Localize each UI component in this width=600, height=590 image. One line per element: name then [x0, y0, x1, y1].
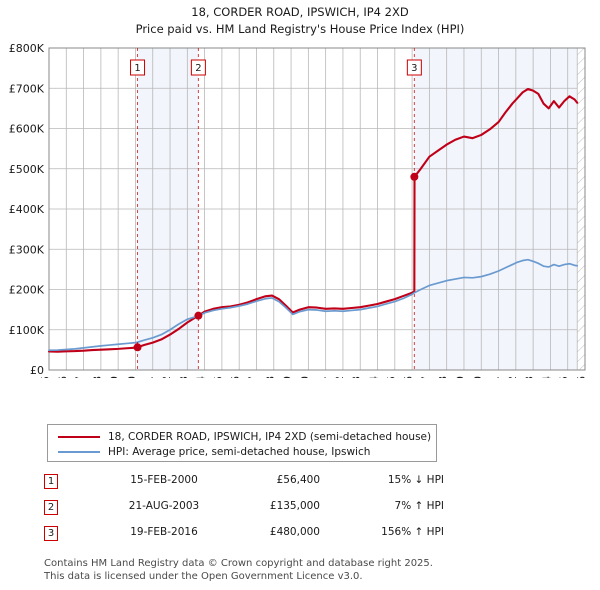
x-axis-tick-label: 2021 — [489, 376, 502, 378]
x-axis-tick-label: 2024 — [540, 376, 553, 378]
series-line-hpi — [48, 258, 579, 352]
transaction-price-1: £56,400 — [276, 474, 320, 486]
event-marker-box — [130, 59, 146, 76]
footer-line-1: Contains HM Land Registry data © Crown c… — [44, 558, 433, 569]
x-axis-tick-label: 2023 — [523, 376, 536, 378]
y-axis-tick-label: £300K — [9, 243, 45, 256]
footer-line-2: This data is licensed under the Open Gov… — [44, 570, 363, 582]
chart-legend: 18, CORDER ROAD, IPSWICH, IP4 2XD (semi-… — [47, 424, 437, 462]
x-axis-tick-label: 2010 — [298, 376, 311, 378]
transactions-table: 1 15-FEB-2000 £56,400 15% ↓ HPI 2 21-AUG… — [44, 472, 464, 550]
x-axis-tick-label: 1996 — [56, 376, 69, 378]
x-axis-tick-label: 2011 — [316, 376, 329, 378]
title-subtitle: Price paid vs. HM Land Registry's House … — [135, 22, 465, 36]
legend-swatch-property — [58, 435, 100, 438]
event-marker-label: 2 — [195, 63, 201, 74]
x-axis-tick-label: 2016 — [402, 376, 415, 378]
y-axis-tick-label: £500K — [9, 163, 45, 176]
transaction-hpi-delta-3: 156% ↑ HPI — [381, 526, 444, 538]
x-axis-tick-label: 2007 — [246, 376, 259, 378]
footer-attribution: Contains HM Land Registry data © Crown c… — [44, 558, 584, 583]
table-row: 3 19-FEB-2016 £480,000 156% ↑ HPI — [44, 524, 464, 550]
transaction-price-3: £480,000 — [269, 526, 320, 538]
x-axis-tick-label: 2025 — [558, 376, 571, 378]
event-marker-dot — [410, 172, 419, 181]
transaction-price-2: £135,000 — [269, 500, 320, 512]
x-axis-tick-label: 2008 — [264, 376, 277, 378]
transaction-badge-2: 2 — [44, 500, 58, 515]
x-axis-tick-label: 2012 — [333, 376, 346, 378]
x-axis-tick-label: 2017 — [419, 376, 432, 378]
transaction-badge-1: 1 — [44, 474, 58, 489]
x-axis-tick-label: 2022 — [506, 376, 519, 378]
page-title: 18, CORDER ROAD, IPSWICH, IP4 2XD Price … — [0, 4, 600, 38]
x-axis-tick-label: 2019 — [454, 376, 467, 378]
transaction-hpi-delta-2: 7% ↑ HPI — [394, 500, 444, 512]
price-history-svg: £0 £100K £200K £300K £400K £500K £600K £700K £80… — [9, 42, 588, 378]
series-line-property — [47, 88, 579, 353]
legend-label-hpi: HPI: Average price, semi-detached house,… — [108, 445, 371, 458]
legend-item-hpi: HPI: Average price, semi-detached house,… — [54, 444, 430, 459]
transaction-hpi-delta-1: 15% ↓ HPI — [387, 474, 444, 486]
x-axis-tick-label: 2003 — [177, 376, 190, 378]
y-axis-tick-label: £800K — [9, 42, 45, 55]
x-axis-tick-label: 2020 — [471, 376, 484, 378]
title-address: 18, CORDER ROAD, IPSWICH, IP4 2XD — [191, 5, 409, 19]
x-axis-tick-label: 2026 — [575, 376, 588, 378]
y-axis-tick-label: £400K — [9, 203, 45, 216]
x-axis-tick-label: 1995 — [39, 376, 52, 378]
x-axis-tick-label: 1997 — [74, 376, 87, 378]
no-data-region — [577, 48, 585, 370]
legend-label-property: 18, CORDER ROAD, IPSWICH, IP4 2XD (semi-… — [108, 430, 432, 443]
y-axis-tick-label: £700K — [9, 82, 45, 95]
x-axis-tick-label: 2015 — [385, 376, 398, 378]
x-axis-tick-label: 1998 — [91, 376, 104, 378]
event-marker-label: 3 — [411, 63, 417, 74]
transaction-date-3: 19-FEB-2016 — [130, 526, 198, 538]
chart-area: £0 £100K £200K £300K £400K £500K £600K £700K £80… — [0, 38, 600, 378]
transaction-badge-3: 3 — [44, 526, 58, 541]
transaction-date-1: 15-FEB-2000 — [130, 474, 198, 486]
x-axis-tick-label: 2001 — [143, 376, 156, 378]
table-row: 2 21-AUG-2003 £135,000 7% ↑ HPI — [44, 498, 464, 524]
event-marker-dot — [194, 311, 203, 320]
x-axis-tick-label: 2005 — [212, 376, 225, 378]
table-row: 1 15-FEB-2000 £56,400 15% ↓ HPI — [44, 472, 464, 498]
y-axis-tick-label: £200K — [9, 284, 45, 297]
event-marker-label: 1 — [134, 63, 140, 74]
x-axis-tick-label: 1999 — [108, 376, 121, 378]
event-marker-box — [190, 59, 206, 76]
transaction-date-2: 21-AUG-2003 — [128, 500, 200, 512]
legend-item-property: 18, CORDER ROAD, IPSWICH, IP4 2XD (semi-… — [54, 429, 432, 444]
x-axis-tick-label: 2000 — [125, 376, 138, 378]
y-axis-tick-label: £100K — [9, 324, 45, 337]
event-marker-dot — [133, 343, 142, 352]
x-axis-tick-label: 2018 — [437, 376, 450, 378]
y-axis-tick-label: £0 — [30, 364, 44, 377]
y-axis-tick-label: £600K — [9, 123, 45, 136]
x-axis-tick-label: 2002 — [160, 376, 173, 378]
x-axis-tick-label: 2006 — [229, 376, 242, 378]
x-axis-tick-label: 2013 — [350, 376, 363, 378]
event-marker-box — [406, 59, 422, 76]
x-axis-tick-label: 2004 — [195, 376, 208, 378]
x-axis-tick-label: 2009 — [281, 376, 294, 378]
x-axis-tick-label: 2014 — [368, 376, 381, 378]
legend-swatch-hpi — [58, 450, 100, 453]
